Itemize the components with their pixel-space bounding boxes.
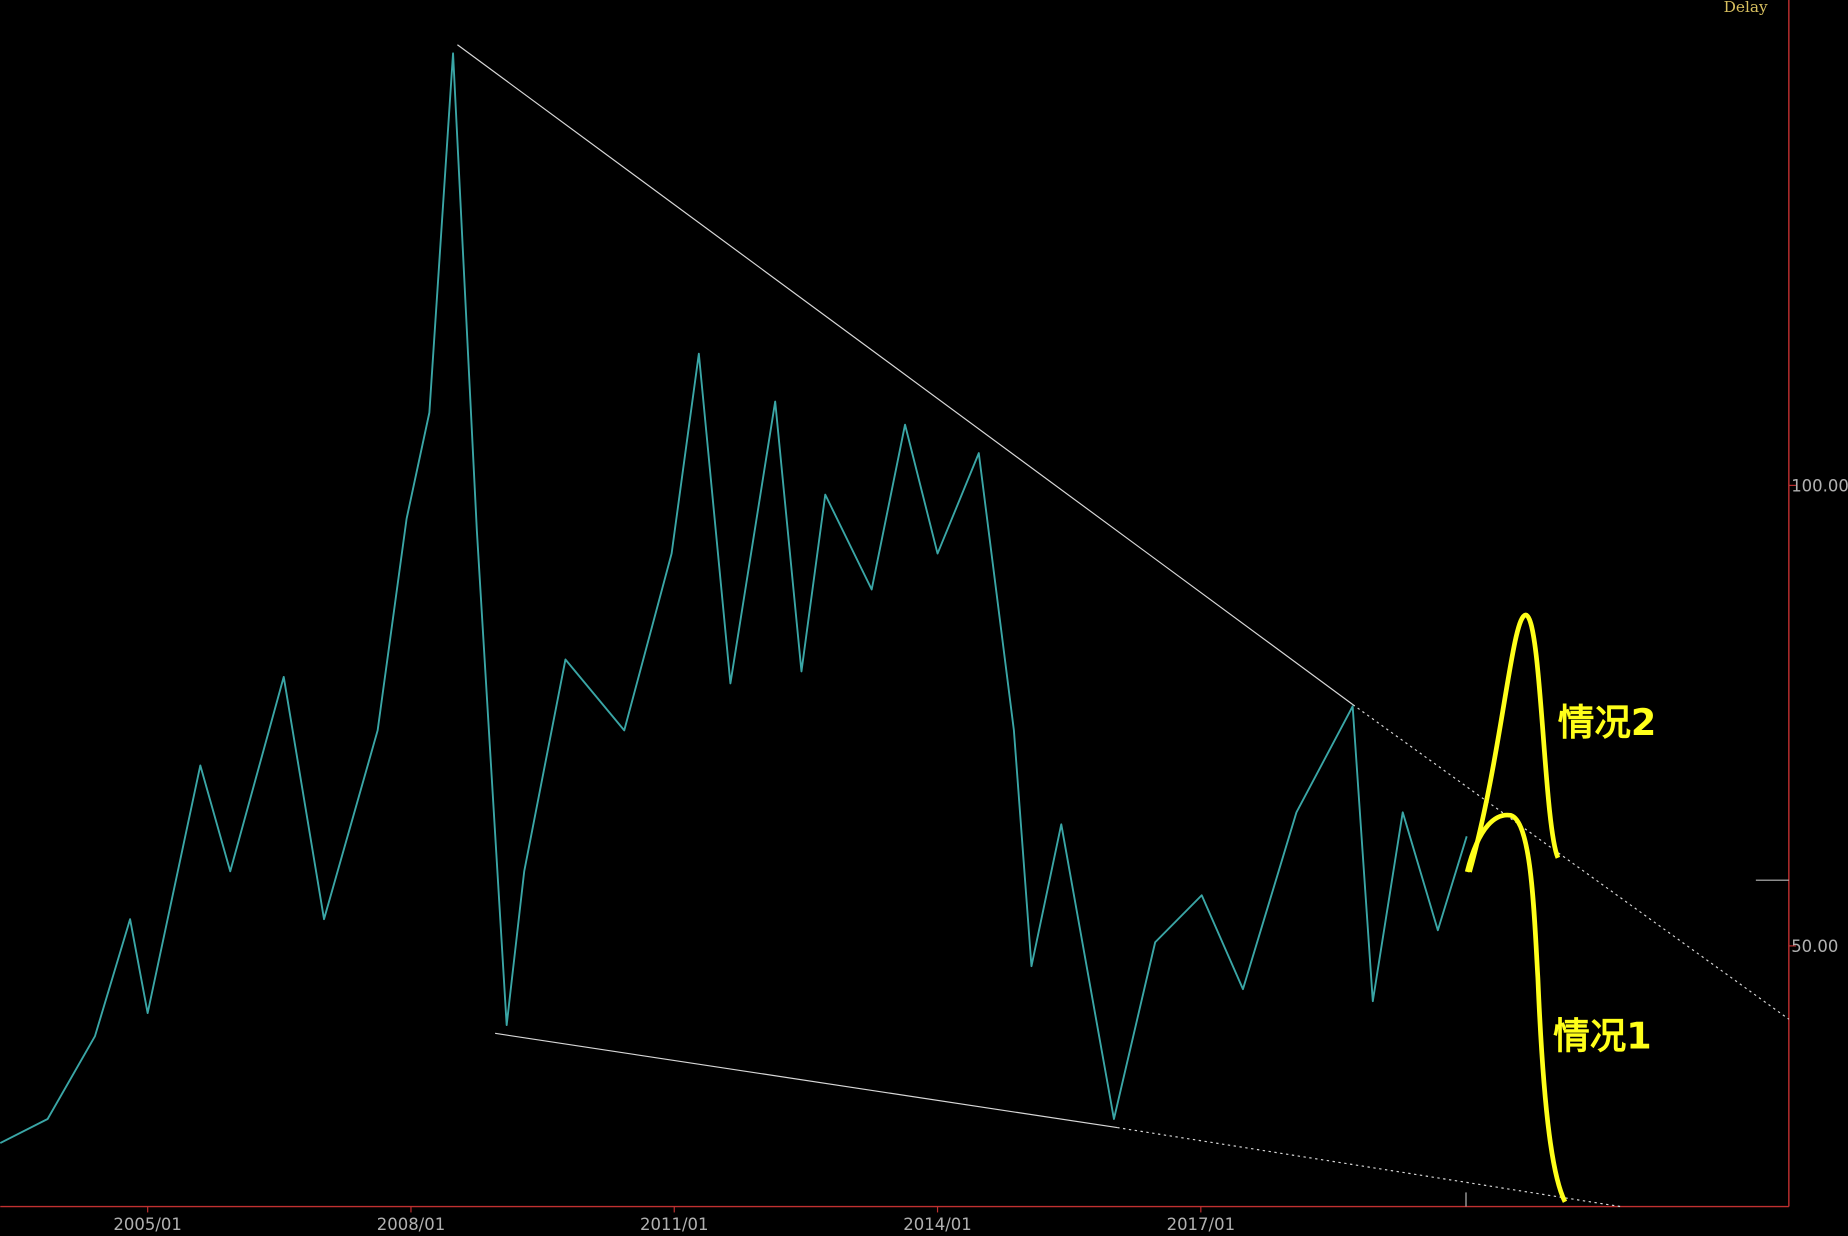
annotation: 情况1 [1553, 1015, 1651, 1058]
price-line [0, 52, 1468, 1144]
upper-trendline [457, 44, 1354, 706]
x-tick-label: 2014/01 [903, 1215, 971, 1234]
x-tick-label: 2005/01 [113, 1215, 181, 1234]
y-tick-label: 50.00 [1791, 937, 1838, 956]
annotation: 情况2 [1558, 701, 1656, 744]
scenario-2-curve [1467, 612, 1561, 873]
scenario-1-curve [1464, 812, 1568, 1203]
status-label: Delay [1724, 0, 1768, 16]
lower-trendline-extension [1117, 1127, 1621, 1208]
x-tick-label: 2008/01 [377, 1215, 445, 1234]
lower-trendline [495, 1032, 1118, 1129]
x-tick-label: 2017/01 [1167, 1215, 1235, 1234]
upper-trendline-extension [1352, 704, 1790, 1020]
y-tick-label: 100.00 [1791, 476, 1848, 495]
plot-area [0, 52, 1468, 1144]
x-tick-label: 2011/01 [640, 1215, 708, 1234]
